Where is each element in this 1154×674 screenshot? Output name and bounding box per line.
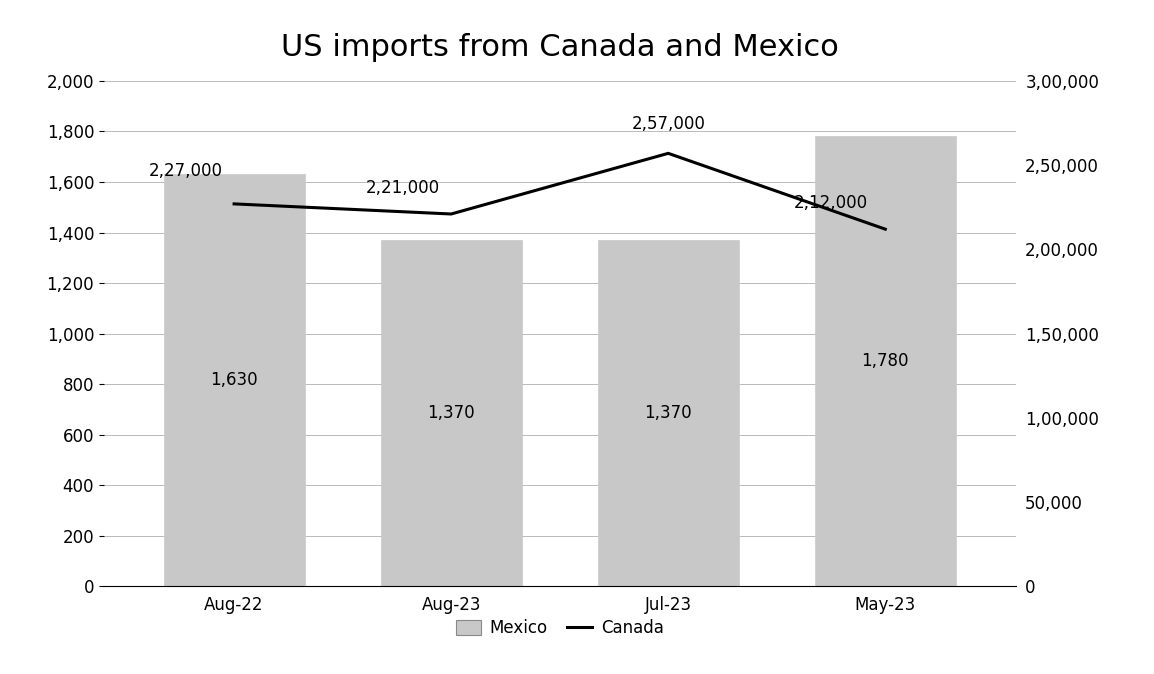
Text: 1,370: 1,370 xyxy=(644,404,692,422)
Text: 2,12,000: 2,12,000 xyxy=(794,194,868,212)
Text: 2,57,000: 2,57,000 xyxy=(631,115,705,133)
Canada xyxy=(878,225,892,233)
Canada xyxy=(661,150,675,158)
Text: 1,630: 1,630 xyxy=(210,371,257,390)
Bar xyxy=(815,136,956,586)
Text: 1,370: 1,370 xyxy=(427,404,475,422)
Text: 2,21,000: 2,21,000 xyxy=(366,179,441,197)
Canada xyxy=(444,210,458,218)
Bar xyxy=(381,240,522,586)
Line: Canada: Canada xyxy=(234,154,885,229)
Bar xyxy=(164,175,305,586)
Legend: Mexico, Canada: Mexico, Canada xyxy=(449,613,670,644)
Bar xyxy=(598,240,739,586)
Canada xyxy=(227,200,241,208)
Title: US imports from Canada and Mexico: US imports from Canada and Mexico xyxy=(280,33,839,62)
Text: 2,27,000: 2,27,000 xyxy=(149,162,223,180)
Text: 1,780: 1,780 xyxy=(862,353,909,371)
